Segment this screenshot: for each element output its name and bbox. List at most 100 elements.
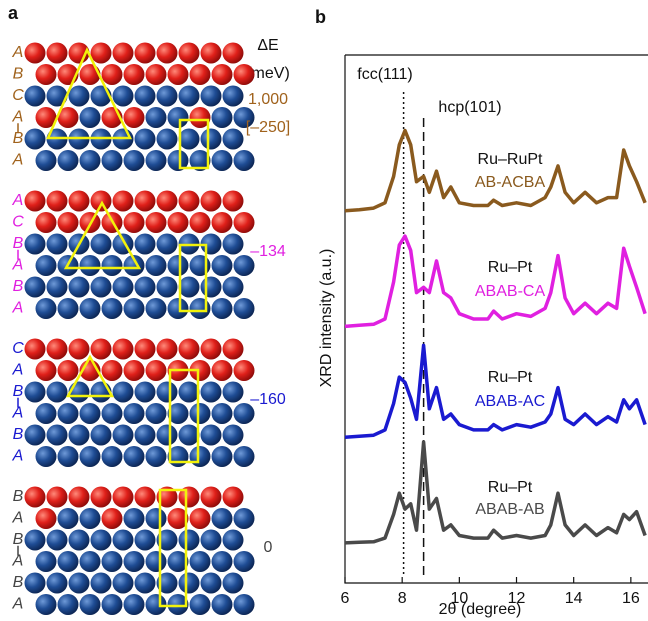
atom: [24, 85, 46, 107]
atom: [90, 486, 112, 508]
atom: [211, 594, 233, 615]
atom: [57, 360, 79, 381]
atom: [57, 298, 79, 319]
atom: [145, 594, 167, 615]
atom: [211, 360, 233, 381]
atom: [200, 42, 222, 64]
atom: [134, 529, 156, 551]
atom: [46, 381, 68, 403]
atom: [35, 508, 57, 529]
atom: [35, 594, 57, 615]
atom: [222, 424, 244, 446]
atom: [112, 276, 134, 298]
atom: [233, 508, 255, 529]
atom: [222, 338, 244, 360]
atom: [167, 64, 189, 85]
atom: [101, 508, 123, 529]
atom: [200, 128, 222, 150]
atom: [134, 276, 156, 298]
stacking-letter: A: [12, 109, 24, 126]
series-name: Ru–Pt: [488, 369, 533, 386]
atom: [79, 446, 101, 467]
stacking-letter: B: [13, 66, 24, 83]
atom: [156, 529, 178, 551]
stacking-letter: A: [12, 44, 24, 61]
stacking-letter: A: [12, 553, 24, 570]
unit-cell-box: [158, 488, 188, 608]
atom: [156, 128, 178, 150]
atom: [233, 446, 255, 467]
atom: [24, 486, 46, 508]
atom: [90, 42, 112, 64]
energy-header: ΔE: [257, 37, 278, 54]
x-tick-label: 10: [450, 590, 468, 607]
atom: [178, 424, 200, 446]
atom: [222, 85, 244, 107]
atom: [79, 508, 101, 529]
reference-label: fcc(111): [357, 66, 412, 83]
atom: [189, 298, 211, 319]
atom: [35, 255, 57, 276]
atom: [57, 107, 79, 128]
atom: [68, 85, 90, 107]
energy-label: 1,000: [248, 91, 288, 108]
atom: [57, 150, 79, 171]
atom: [156, 572, 178, 594]
atom: [101, 360, 123, 381]
series-stacking: AB-ACBA: [475, 174, 546, 191]
atom: [200, 381, 222, 403]
atom: [90, 233, 112, 255]
atom: [167, 508, 189, 529]
stacking-letter: C: [12, 340, 24, 357]
atom: [134, 42, 156, 64]
atom: [123, 446, 145, 467]
atom: [123, 508, 145, 529]
xrd-curve: [344, 234, 647, 329]
atom: [189, 446, 211, 467]
atom: [145, 446, 167, 467]
atom: [233, 150, 255, 171]
atom: [156, 190, 178, 212]
panel-label: b: [315, 7, 326, 27]
atom: [167, 150, 189, 171]
atom: [68, 190, 90, 212]
stacking-letter: A: [12, 192, 24, 209]
atom: [123, 298, 145, 319]
atom: [134, 85, 156, 107]
atom: [167, 255, 189, 276]
stacking-letter: A: [12, 152, 24, 169]
unit-cell-box: [168, 368, 200, 464]
atom: [233, 107, 255, 128]
x-tick-label: 16: [622, 590, 640, 607]
atom: [101, 298, 123, 319]
atom: [156, 42, 178, 64]
atom: [112, 486, 134, 508]
atom: [211, 508, 233, 529]
atom: [57, 403, 79, 424]
atom: [24, 338, 46, 360]
atom: [123, 150, 145, 171]
atom: [123, 107, 145, 128]
x-tick-label: 12: [508, 590, 526, 607]
atom: [178, 128, 200, 150]
stacking-letter: B: [13, 235, 24, 252]
atom: [24, 529, 46, 551]
atom: [145, 107, 167, 128]
stacking-letter: B: [13, 531, 24, 548]
atom: [112, 190, 134, 212]
atom: [90, 276, 112, 298]
stacking-letter: B: [13, 130, 24, 147]
atom: [68, 572, 90, 594]
atom: [24, 424, 46, 446]
atom: [211, 64, 233, 85]
atom: [79, 150, 101, 171]
atom: [35, 360, 57, 381]
atom: [222, 486, 244, 508]
energy-label: –160: [250, 391, 286, 408]
atom: [233, 298, 255, 319]
atom: [200, 276, 222, 298]
stacking-letter: B: [13, 426, 24, 443]
atom: [156, 424, 178, 446]
energy-label: –134: [250, 243, 286, 260]
stacking-letter: A: [12, 362, 24, 379]
